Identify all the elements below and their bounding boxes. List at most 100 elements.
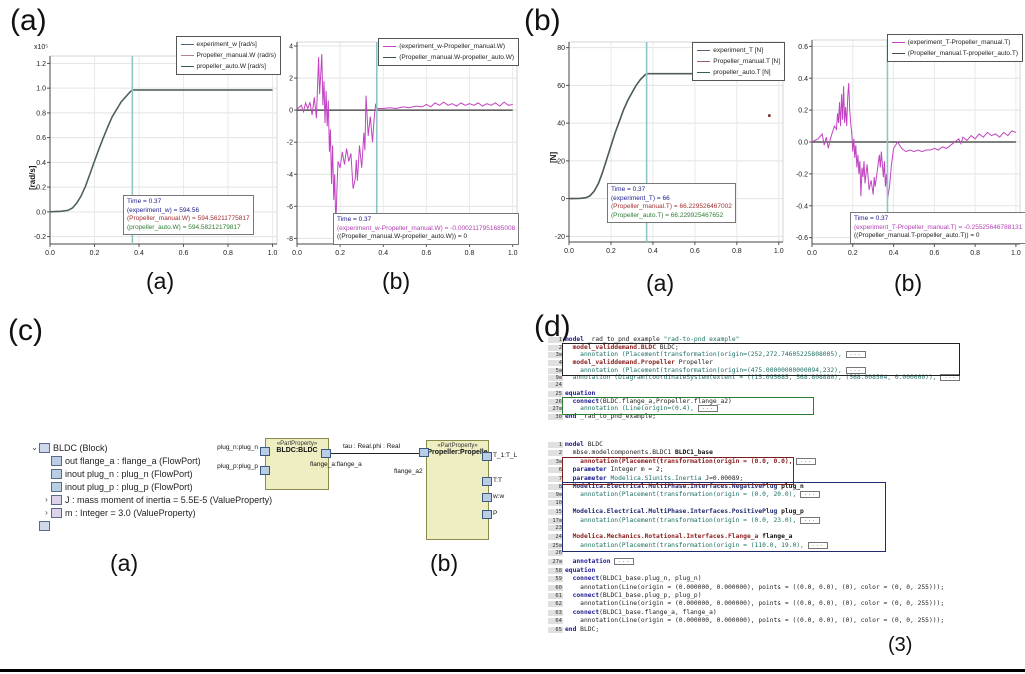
collapsed-annotation-chip[interactable]: ... [807,541,828,549]
tree-item[interactable]: › J : mass moment of inertia = 5.5E-5 (Va… [30,493,280,506]
code-segment: mbse.modelcomponents.BLDC1 [565,449,675,457]
code-text: model BLDC [563,441,603,448]
code-segment: parameter [565,466,611,474]
code-text: annotation (Placement(transformation(ori… [563,366,866,374]
collapsed-annotation-chip[interactable]: ... [845,366,866,374]
code-line[interactable]: 30 end _rad_to_pnd_example; [548,413,1018,421]
port-w[interactable] [482,493,492,502]
line-number: 65 [548,626,563,633]
tree-expander-icon[interactable]: › [45,508,48,517]
code-line[interactable]: 26 connect(BLDC.flange_a,Propeller.flang… [548,398,1018,406]
fold-icon[interactable]: ⊞ [558,367,562,374]
propeller-part-block[interactable]: «PartProperty» Propeller:Propelle [426,440,489,540]
svg-text:0.2: 0.2 [606,248,616,255]
code-line[interactable]: 4 model_validdemand.Propeller Propeller [548,359,1018,367]
code-line[interactable]: 25 equation [548,390,1018,398]
readout-line: ((Propeller_manual.W-propeller_auto.W)) … [337,233,468,240]
code-line[interactable]: 3⊞ annotation (Placement(transformation(… [548,351,1018,359]
svg-text:0.4: 0.4 [36,160,46,167]
collapsed-annotation-chip[interactable]: ... [800,516,821,524]
code-line[interactable]: 58 equation [548,567,1018,575]
legend-item: (experiment_w-Propeller_manual.W) [383,41,514,52]
fold-icon[interactable]: ⊞ [558,375,562,382]
collapsed-annotation-chip[interactable]: ... [614,558,635,566]
line-number: 25⊞ [548,542,563,549]
svg-text:-0.2: -0.2 [34,234,46,241]
code-line[interactable]: 27⊞ annotation (Line(origin=(0.4), ... [548,405,1018,413]
caption-code: (3) [888,634,913,656]
tree-item[interactable]: ⌄ BLDC (Block) [30,441,280,454]
code-line[interactable]: 15 Modelica.Electrical.MultiPhase.Interf… [548,508,1018,516]
code-text: end BLDC; [563,626,599,633]
collapsed-annotation-chip[interactable]: ... [796,457,817,465]
chart-thrust-error: 0.6 0.4 0.2 0.0 -0.2 -0.4 -0.6 0.0 0.2 0.4 0.6 0.8 1… [788,26,1025,264]
code-line[interactable]: 27⊞ annotation ... [548,558,1018,566]
chart-thrust: 80 60 40 20 0 -20 0.0 0.2 0.4 0.6 0.8 1.0 experiment… [543,28,787,262]
port-plug-n[interactable] [260,447,270,456]
code-segment: connect [565,575,600,583]
bldc-part-block[interactable]: «PartProperty» BLDC:BLDC [265,438,329,490]
code-line[interactable]: 6 parameter Integer m = 2; [548,466,1018,474]
code-line[interactable]: 1 model _rad_to_pnd_example "rad-to-pnd e… [548,336,1018,344]
collapsed-annotation-chip[interactable]: ... [845,351,866,359]
code-line[interactable]: 25⊞ annotation(Placement(transformation(… [548,541,1018,550]
code-line[interactable]: 62 annotation(Line(origin = (0.000000, 0… [548,600,1018,608]
code-line[interactable]: 9⊞ annotation (Diagram(coordinateSystem(… [548,374,1018,382]
port-flange-a2[interactable] [419,448,429,457]
code-line[interactable]: 65 end BLDC; [548,626,1018,634]
fold-icon[interactable]: ⊞ [558,492,562,499]
port-t1[interactable] [482,452,492,461]
port-plug-p[interactable] [260,466,270,475]
code-line[interactable]: 3⊞ annotation(Placement(transformation(o… [548,457,1018,466]
collapsed-annotation-chip[interactable]: ... [800,491,821,499]
fold-icon[interactable]: ⊞ [558,352,562,359]
code-line[interactable]: 2 model_validdemand.BLDC BLDC; [548,344,1018,352]
code-line[interactable]: 10 [548,499,1018,508]
fold-icon[interactable]: ⊞ [558,458,562,465]
tree-item[interactable]: › m : Integer = 3.0 (ValueProperty) [30,506,280,519]
code-line[interactable]: 24 [548,382,1018,390]
code-line[interactable]: 59 connect(BLDC1_base.plug_n, plug_n) [548,575,1018,583]
code-segment: plug_n [781,482,804,490]
fold-icon[interactable]: ⊞ [558,559,562,566]
code-line[interactable]: 60 annotation(Line(origin = (0.000000, 0… [548,584,1018,592]
port-flange-a[interactable] [321,449,331,458]
code-line[interactable]: 17⊞ annotation(Placement(transformation(… [548,516,1018,525]
svg-text:-0.4: -0.4 [796,203,808,210]
code-line[interactable]: 23 [548,524,1018,533]
code-line[interactable]: 8 Modelica.Electrical.MultiPhase.Interfa… [548,483,1018,491]
code-line[interactable]: 1 model BLDC [548,441,1018,449]
svg-text:-0.2: -0.2 [796,171,808,178]
value-icon [51,507,62,518]
code-text: equation [563,567,595,574]
tree-expander-icon[interactable]: ⌄ [31,443,38,452]
code-line[interactable]: 24 Modelica.Mechanics.Rotational.Interfa… [548,533,1018,541]
fold-icon[interactable]: ⊞ [558,406,562,413]
code-line[interactable]: 63 connect(BLDC1_base.flange_a, flange_a… [548,609,1018,617]
collapsed-annotation-chip[interactable]: ... [940,374,961,382]
tree-item[interactable] [30,519,280,532]
port-t[interactable] [482,477,492,486]
readout-line: Time = 0.37 [337,216,372,223]
port-p[interactable] [482,510,492,519]
line-number: 59 [548,576,563,583]
code-line[interactable]: 2 mbse.modelcomponents.BLDC1 BLDC1_base [548,449,1018,457]
collapsed-annotation-chip[interactable]: ... [697,405,718,413]
code-line[interactable]: 7 parameter Modelica.SIunits.Inertia J=0… [548,475,1018,483]
tree-item[interactable]: inout plug_p : plug_p (FlowPort) [30,480,280,493]
block-icon [39,442,50,453]
legend-swatch [180,55,194,56]
code-line[interactable]: 9⊞ annotation(Placement(transformation(o… [548,491,1018,499]
svg-text:4: 4 [289,44,293,51]
svg-text:0: 0 [561,196,565,203]
code-line[interactable]: 26 [548,550,1018,558]
tree-item[interactable]: out flange_a : flange_a (FlowPort) [30,454,280,467]
tree-item[interactable]: inout plug_n : plug_n (FlowPort) [30,467,280,480]
code-line[interactable]: 5⊞ annotation (Placement(transformation(… [548,366,1018,375]
fold-icon[interactable]: ⊞ [558,517,562,524]
code-line[interactable]: 61 connect(BLDC1_base.plug_p, plug_p) [548,592,1018,600]
tree-expander-icon[interactable]: › [45,495,48,504]
code-text: parameter Integer m = 2; [563,466,664,473]
code-line[interactable]: 64 annotation(Line(origin = (0.000000, 0… [548,617,1018,625]
fold-icon[interactable]: ⊞ [558,542,562,549]
